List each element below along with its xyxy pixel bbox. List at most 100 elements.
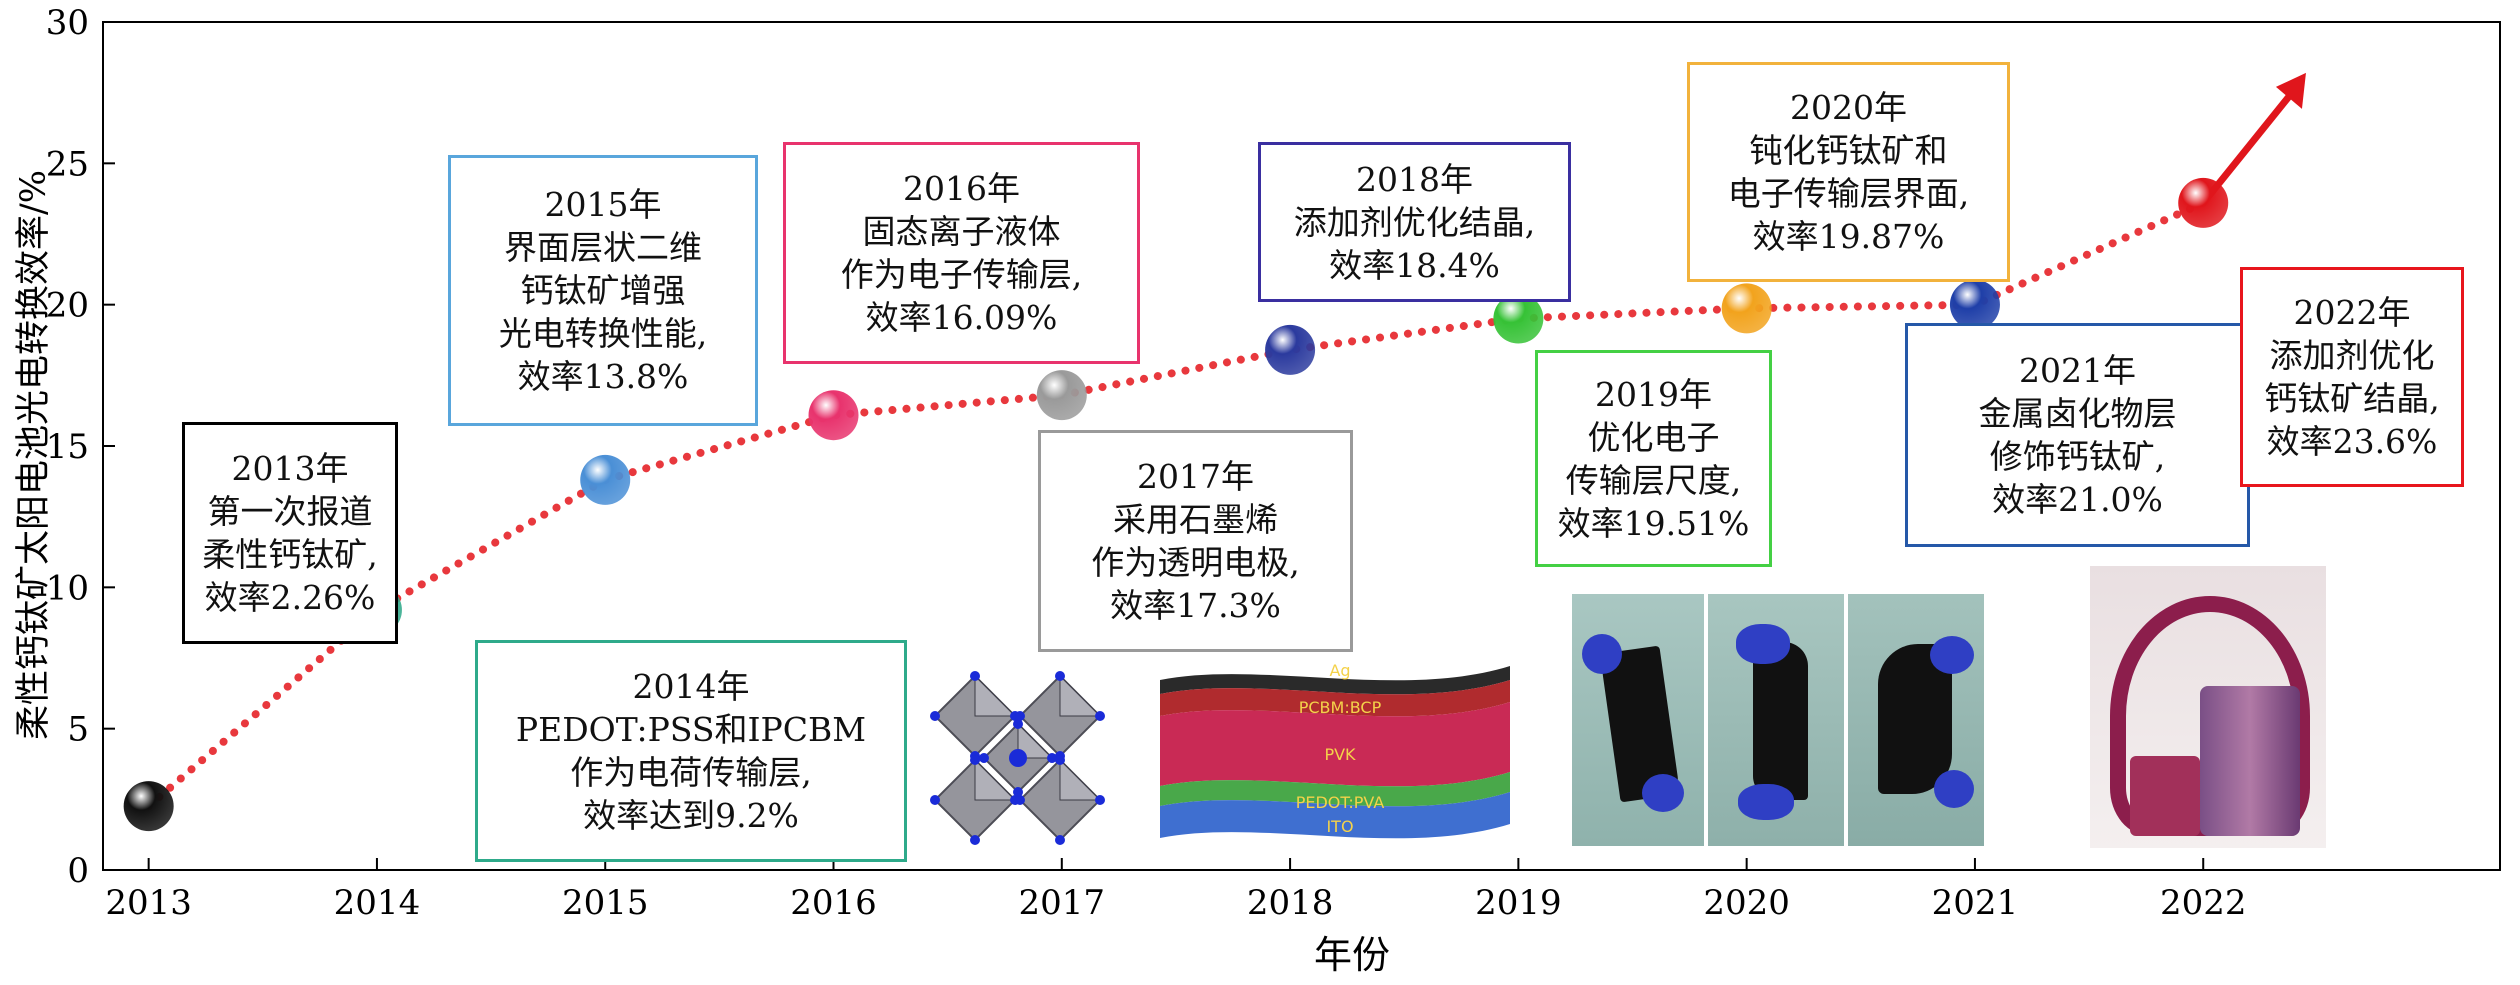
- annotation-line: 钝化钙钛矿和: [1749, 131, 1948, 170]
- atom: [1095, 795, 1105, 805]
- device-layer: [1160, 702, 1510, 787]
- atom: [1013, 787, 1023, 797]
- data-point: [580, 454, 631, 505]
- data-point: [1493, 293, 1544, 344]
- data-point: [808, 390, 859, 441]
- y-axis-label: 柔性钙钛矿太阳电池光电转换效率/%: [14, 170, 54, 740]
- y-tick-label: 10: [46, 568, 89, 608]
- x-tick-label: 2013: [105, 883, 192, 923]
- annotation-line: 效率2.26%: [204, 578, 376, 617]
- trend-arrow-shaft: [2200, 80, 2303, 206]
- annotation-line: 第一次报道: [207, 492, 373, 531]
- annotation-line: 效率19.51%: [1557, 503, 1750, 543]
- atom: [1055, 835, 1065, 845]
- annotation-line: 传输层尺度,: [1565, 460, 1742, 500]
- annotation-line: 效率16.09%: [865, 298, 1058, 337]
- perovskite-crystal-illustration: [930, 671, 1105, 845]
- annotation-line: 效率21.0%: [1992, 480, 2163, 519]
- x-tick-label: 2016: [790, 883, 877, 923]
- x-tick-label: 2020: [1703, 883, 1790, 923]
- device-layer: [1160, 666, 1510, 695]
- data-point: [1036, 370, 1087, 421]
- annotation-line: 2016年: [903, 169, 1020, 208]
- device-layer: [1160, 680, 1510, 717]
- data-point: [1721, 283, 1772, 334]
- annotation-box: 2020年 钝化钙钛矿和 电子传输层界面, 效率19.87%: [1687, 62, 2010, 282]
- annotation-box: 2014年 PEDOT:PSS和IPCBM 作为电荷传输层, 效率达到9.2%: [475, 640, 907, 862]
- atom: [970, 835, 980, 845]
- annotation-box: 2022年 添加剂优化 钙钛矿结晶, 效率23.6%: [2240, 267, 2464, 487]
- annotation-line: 作为电子传输层,: [840, 255, 1083, 294]
- annotation-line: 作为透明电极,: [1091, 543, 1300, 582]
- annotation-line: 2014年: [632, 667, 750, 706]
- annotation-box: 2016年固态离子液体 作为电子传输层, 效率16.09%: [783, 142, 1140, 364]
- annotation-line: 效率17.3%: [1110, 586, 1281, 625]
- annotation-line: 2019年: [1595, 374, 1712, 414]
- atom: [1013, 719, 1023, 729]
- y-tick-label: 0: [67, 851, 89, 891]
- y-tick-label: 25: [46, 144, 89, 184]
- annotation-line: 2015年: [544, 185, 662, 224]
- atom: [1015, 795, 1025, 805]
- annotation-line: 2013年: [231, 449, 349, 488]
- atom: [979, 753, 989, 763]
- annotation-box: 2015年 界面层状二维 钙钛矿增强 光电转换性能, 效率13.8%: [448, 155, 758, 426]
- trend-dots: [144, 198, 2208, 811]
- annotation-line: 效率达到9.2%: [583, 796, 799, 835]
- x-tick-label: 2021: [1932, 883, 2019, 923]
- photo-roll-of-cells: [2090, 566, 2326, 848]
- annotation-line: 柔性钙钛矿,: [202, 535, 378, 574]
- trend-line: [144, 72, 2306, 811]
- x-tick-label: 2022: [2160, 883, 2247, 923]
- x-axis-label: 年份: [1314, 933, 1390, 977]
- annotation-line: PEDOT:PSS和IPCBM: [515, 710, 867, 749]
- device-layer: [1160, 792, 1510, 839]
- atom: [1047, 753, 1057, 763]
- photo-flexible-cell-2: [1708, 594, 1844, 846]
- atom: [930, 711, 940, 721]
- trend-arrow-head: [2275, 72, 2306, 109]
- annotation-line: 修饰钙钛矿,: [1989, 437, 2166, 476]
- x-tick-label: 2019: [1475, 883, 1562, 923]
- device-layer-label: ITO: [1326, 817, 1353, 836]
- annotation-line: 效率23.6%: [2266, 422, 2438, 461]
- atom: [930, 795, 940, 805]
- annotation-line: 固态离子液体: [862, 212, 1061, 251]
- annotation-box: 2017年 采用石墨烯 作为透明电极, 效率17.3%: [1038, 430, 1353, 652]
- data-point: [2178, 177, 2229, 228]
- data-point: [1949, 279, 2000, 330]
- annotation-line: 光电转换性能,: [498, 314, 708, 353]
- y-tick-label: 5: [67, 710, 89, 750]
- x-tick-label: 2017: [1019, 883, 1106, 923]
- annotation-line: 作为电荷传输层,: [570, 753, 812, 792]
- annotation-box: 2018年 添加剂优化结晶, 效率18.4%: [1258, 142, 1571, 302]
- device-layer: [1160, 772, 1510, 807]
- device-layer-label: Ag: [1329, 661, 1350, 680]
- atom: [1015, 711, 1025, 721]
- illustrations: Ag PCBM:BCP PVK PEDOT:PVA ITO: [930, 661, 1510, 845]
- device-stack-illustration: Ag PCBM:BCP PVK PEDOT:PVA ITO: [1160, 661, 1510, 839]
- annotation-line: 钙钛矿增强: [520, 271, 686, 310]
- annotation-line: 效率19.87%: [1752, 217, 1945, 256]
- y-tick-label: 30: [46, 3, 89, 43]
- annotation-box: 2013年第一次报道柔性钙钛矿, 效率2.26%: [182, 422, 398, 644]
- atom: [1055, 671, 1065, 681]
- octahedron-face: [974, 758, 1017, 801]
- atom: [1095, 711, 1105, 721]
- annotation-line: 2018年: [1356, 159, 1473, 199]
- annotation-line: 电子传输层界面,: [1727, 174, 1970, 213]
- atom: [970, 671, 980, 681]
- device-layer-label: PCBM:BCP: [1299, 698, 1382, 717]
- photo-flexible-cell-3: [1848, 594, 1984, 846]
- annotation-line: 金属卤化物层: [1978, 394, 2177, 433]
- data-point: [1265, 324, 1316, 375]
- y-tick-label: 15: [46, 427, 89, 467]
- axes: 0 5 10 15 20 25 30 2013 2014 2015 2016 2017 2018 2019…: [46, 3, 2501, 923]
- annotation-line: 效率13.8%: [517, 357, 689, 396]
- device-layer-label: PEDOT:PVA: [1296, 793, 1385, 812]
- annotation-line: 2017年: [1137, 457, 1254, 496]
- octahedron-face: [974, 674, 1017, 717]
- annotation-line: 添加剂优化: [2269, 336, 2435, 375]
- annotation-line: 优化电子: [1587, 417, 1720, 457]
